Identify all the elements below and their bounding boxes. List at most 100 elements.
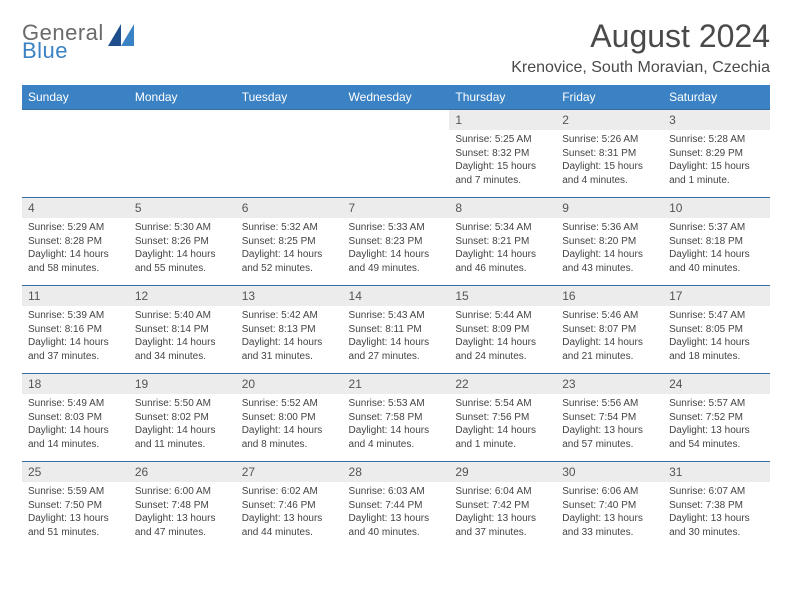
day-number-cell: 10 (663, 198, 770, 219)
day-number-cell: 16 (556, 286, 663, 307)
weekday-header: Saturday (663, 85, 770, 110)
day-detail-cell: Sunrise: 6:03 AMSunset: 7:44 PMDaylight:… (343, 482, 450, 549)
day-detail-cell: Sunrise: 5:42 AMSunset: 8:13 PMDaylight:… (236, 306, 343, 374)
weekday-header: Monday (129, 85, 236, 110)
day-number-cell: 20 (236, 374, 343, 395)
day-number-cell: 27 (236, 462, 343, 483)
day-number-cell: 30 (556, 462, 663, 483)
day-detail-cell: Sunrise: 5:40 AMSunset: 8:14 PMDaylight:… (129, 306, 236, 374)
day-detail-cell: Sunrise: 5:25 AMSunset: 8:32 PMDaylight:… (449, 130, 556, 198)
page: General Blue August 2024 Krenovice, Sout… (0, 0, 792, 567)
day-number-cell: 24 (663, 374, 770, 395)
day-number-cell: 22 (449, 374, 556, 395)
weekday-row: SundayMondayTuesdayWednesdayThursdayFrid… (22, 85, 770, 110)
day-number-cell: 3 (663, 110, 770, 131)
day-detail-cell: Sunrise: 5:50 AMSunset: 8:02 PMDaylight:… (129, 394, 236, 462)
day-number-cell: 23 (556, 374, 663, 395)
day-detail-cell: Sunrise: 5:30 AMSunset: 8:26 PMDaylight:… (129, 218, 236, 286)
day-detail-cell: Sunrise: 5:28 AMSunset: 8:29 PMDaylight:… (663, 130, 770, 198)
day-number-cell (22, 110, 129, 131)
day-detail-row: Sunrise: 5:39 AMSunset: 8:16 PMDaylight:… (22, 306, 770, 374)
weekday-header: Sunday (22, 85, 129, 110)
day-detail-cell: Sunrise: 5:26 AMSunset: 8:31 PMDaylight:… (556, 130, 663, 198)
day-number-cell: 5 (129, 198, 236, 219)
day-detail-cell (236, 130, 343, 198)
day-number-cell: 8 (449, 198, 556, 219)
calendar-table: SundayMondayTuesdayWednesdayThursdayFrid… (22, 85, 770, 549)
day-detail-cell: Sunrise: 5:44 AMSunset: 8:09 PMDaylight:… (449, 306, 556, 374)
day-number-cell: 1 (449, 110, 556, 131)
day-number-cell: 31 (663, 462, 770, 483)
day-detail-row: Sunrise: 5:49 AMSunset: 8:03 PMDaylight:… (22, 394, 770, 462)
day-detail-cell: Sunrise: 5:33 AMSunset: 8:23 PMDaylight:… (343, 218, 450, 286)
day-number-row: 18192021222324 (22, 374, 770, 395)
logo-line2: Blue (22, 40, 104, 62)
title-block: August 2024 Krenovice, South Moravian, C… (511, 18, 770, 77)
day-detail-cell: Sunrise: 5:39 AMSunset: 8:16 PMDaylight:… (22, 306, 129, 374)
day-detail-cell: Sunrise: 5:37 AMSunset: 8:18 PMDaylight:… (663, 218, 770, 286)
calendar-body: 123Sunrise: 5:25 AMSunset: 8:32 PMDaylig… (22, 110, 770, 550)
day-number-cell: 26 (129, 462, 236, 483)
weekday-header: Tuesday (236, 85, 343, 110)
logo-mark-icon (108, 24, 134, 46)
day-detail-cell: Sunrise: 6:04 AMSunset: 7:42 PMDaylight:… (449, 482, 556, 549)
day-number-cell: 12 (129, 286, 236, 307)
day-number-cell: 29 (449, 462, 556, 483)
day-number-cell: 25 (22, 462, 129, 483)
calendar-head: SundayMondayTuesdayWednesdayThursdayFrid… (22, 85, 770, 110)
weekday-header: Friday (556, 85, 663, 110)
day-number-cell: 21 (343, 374, 450, 395)
day-detail-cell: Sunrise: 5:52 AMSunset: 8:00 PMDaylight:… (236, 394, 343, 462)
day-detail-cell (22, 130, 129, 198)
day-detail-cell: Sunrise: 6:06 AMSunset: 7:40 PMDaylight:… (556, 482, 663, 549)
day-detail-cell: Sunrise: 6:02 AMSunset: 7:46 PMDaylight:… (236, 482, 343, 549)
day-detail-cell: Sunrise: 5:53 AMSunset: 7:58 PMDaylight:… (343, 394, 450, 462)
day-detail-cell: Sunrise: 6:07 AMSunset: 7:38 PMDaylight:… (663, 482, 770, 549)
weekday-header: Wednesday (343, 85, 450, 110)
month-title: August 2024 (511, 18, 770, 55)
day-detail-cell: Sunrise: 5:59 AMSunset: 7:50 PMDaylight:… (22, 482, 129, 549)
day-detail-cell: Sunrise: 5:32 AMSunset: 8:25 PMDaylight:… (236, 218, 343, 286)
day-number-cell: 14 (343, 286, 450, 307)
logo-text: General Blue (22, 22, 104, 62)
day-number-cell: 11 (22, 286, 129, 307)
location: Krenovice, South Moravian, Czechia (511, 59, 770, 77)
day-detail-cell (343, 130, 450, 198)
day-number-cell: 15 (449, 286, 556, 307)
day-detail-cell: Sunrise: 5:46 AMSunset: 8:07 PMDaylight:… (556, 306, 663, 374)
day-number-row: 25262728293031 (22, 462, 770, 483)
day-number-cell: 2 (556, 110, 663, 131)
logo: General Blue (22, 22, 134, 62)
day-number-cell: 7 (343, 198, 450, 219)
weekday-header: Thursday (449, 85, 556, 110)
day-detail-row: Sunrise: 5:59 AMSunset: 7:50 PMDaylight:… (22, 482, 770, 549)
day-number-cell: 17 (663, 286, 770, 307)
day-number-row: 45678910 (22, 198, 770, 219)
day-detail-cell: Sunrise: 5:57 AMSunset: 7:52 PMDaylight:… (663, 394, 770, 462)
day-number-cell (343, 110, 450, 131)
day-detail-row: Sunrise: 5:29 AMSunset: 8:28 PMDaylight:… (22, 218, 770, 286)
day-number-cell: 4 (22, 198, 129, 219)
day-detail-cell: Sunrise: 5:43 AMSunset: 8:11 PMDaylight:… (343, 306, 450, 374)
day-detail-cell: Sunrise: 5:29 AMSunset: 8:28 PMDaylight:… (22, 218, 129, 286)
day-number-cell: 28 (343, 462, 450, 483)
day-detail-cell: Sunrise: 5:47 AMSunset: 8:05 PMDaylight:… (663, 306, 770, 374)
day-number-row: 11121314151617 (22, 286, 770, 307)
day-detail-cell: Sunrise: 5:56 AMSunset: 7:54 PMDaylight:… (556, 394, 663, 462)
day-detail-cell (129, 130, 236, 198)
day-detail-row: Sunrise: 5:25 AMSunset: 8:32 PMDaylight:… (22, 130, 770, 198)
day-number-cell: 13 (236, 286, 343, 307)
day-number-cell: 6 (236, 198, 343, 219)
day-number-cell: 19 (129, 374, 236, 395)
day-detail-cell: Sunrise: 5:49 AMSunset: 8:03 PMDaylight:… (22, 394, 129, 462)
day-detail-cell: Sunrise: 5:34 AMSunset: 8:21 PMDaylight:… (449, 218, 556, 286)
day-detail-cell: Sunrise: 5:36 AMSunset: 8:20 PMDaylight:… (556, 218, 663, 286)
day-number-cell: 18 (22, 374, 129, 395)
day-detail-cell: Sunrise: 6:00 AMSunset: 7:48 PMDaylight:… (129, 482, 236, 549)
day-number-cell (236, 110, 343, 131)
day-number-cell (129, 110, 236, 131)
header: General Blue August 2024 Krenovice, Sout… (22, 18, 770, 77)
day-number-cell: 9 (556, 198, 663, 219)
day-detail-cell: Sunrise: 5:54 AMSunset: 7:56 PMDaylight:… (449, 394, 556, 462)
day-number-row: 123 (22, 110, 770, 131)
